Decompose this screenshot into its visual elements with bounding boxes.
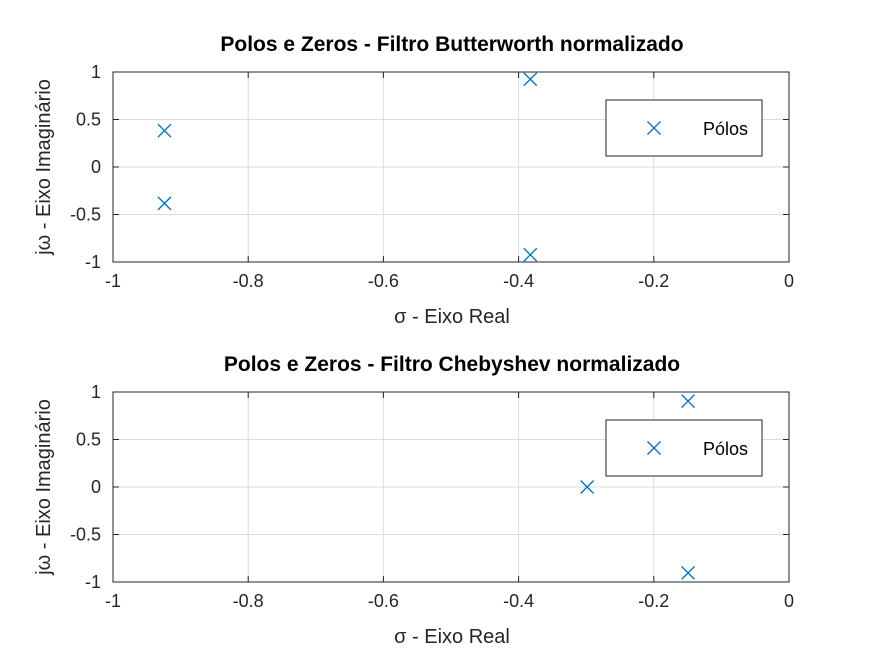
- y-tick-label: 1: [91, 382, 101, 402]
- data-point-stroke: [157, 123, 172, 138]
- subplot-1: -1 -0.8 -0.6 -0.4 -0.2 0 -1 -0.5 0 0.5 1 Polos e Ze…: [33, 33, 794, 328]
- y-axis-label: jω - Eixo Imaginário: [33, 399, 55, 576]
- x-tick-label: -0.6: [368, 591, 399, 611]
- data-point: [157, 123, 172, 138]
- legend: Pólos: [605, 419, 763, 477]
- data-point-stroke: [681, 394, 696, 409]
- x-tick-label: 0: [784, 271, 794, 291]
- data-point: [580, 480, 595, 494]
- legend-marker: [647, 441, 661, 455]
- legend-marker-stroke: [647, 121, 661, 135]
- chart-title: Polos e Zeros - Filtro Butterworth norma…: [220, 33, 683, 56]
- x-tick-label: -0.4: [503, 271, 534, 291]
- data-point-stroke: [681, 565, 696, 580]
- y-tick-label: 0: [91, 477, 101, 497]
- data-point: [523, 72, 538, 87]
- x-tick-label: -0.2: [638, 591, 669, 611]
- x-tick-label: -0.6: [368, 271, 399, 291]
- y-tick-label: 0.5: [76, 110, 101, 130]
- legend: Pólos: [605, 99, 763, 157]
- x-tick-label: -0.2: [638, 271, 669, 291]
- legend-marker-stroke: [647, 441, 661, 455]
- y-tick-label: -0.5: [70, 525, 101, 545]
- x-tick-label: -0.8: [233, 271, 264, 291]
- x-tick-label: -1: [105, 591, 121, 611]
- y-tick-label: -1: [85, 252, 101, 272]
- legend-marker: [647, 121, 661, 135]
- x-tick-label: -0.4: [503, 591, 534, 611]
- y-tick-label: 1: [91, 62, 101, 82]
- y-tick-label: 0.5: [76, 430, 101, 450]
- x-axis-label: σ - Eixo Real: [394, 306, 510, 328]
- data-point: [681, 394, 696, 409]
- y-axis-label: jω - Eixo Imaginário: [33, 79, 55, 256]
- subplot-2: -1 -0.8 -0.6 -0.4 -0.2 0 -1 -0.5 0 0.5 1 Polos e Ze…: [33, 353, 794, 648]
- legend-box: [605, 419, 763, 477]
- y-tick-label: 0: [91, 157, 101, 177]
- x-tick-label: -1: [105, 271, 121, 291]
- legend-box: [605, 99, 763, 157]
- data-point-stroke: [157, 196, 172, 211]
- data-point-stroke: [523, 247, 538, 262]
- y-tick-label: -1: [85, 572, 101, 592]
- chart-title: Polos e Zeros - Filtro Chebyshev normali…: [224, 353, 680, 376]
- data-point: [681, 565, 696, 580]
- x-tick-label: -0.8: [233, 591, 264, 611]
- data-point: [157, 196, 172, 211]
- legend-entry-label: Pólos: [703, 119, 748, 139]
- x-tick-label: 0: [784, 591, 794, 611]
- legend-entry-label: Pólos: [703, 439, 748, 459]
- y-tick-label: -0.5: [70, 205, 101, 225]
- data-point-stroke: [580, 480, 595, 494]
- data-point-stroke: [523, 72, 538, 87]
- x-axis-label: σ - Eixo Real: [394, 626, 510, 648]
- data-point: [523, 247, 538, 262]
